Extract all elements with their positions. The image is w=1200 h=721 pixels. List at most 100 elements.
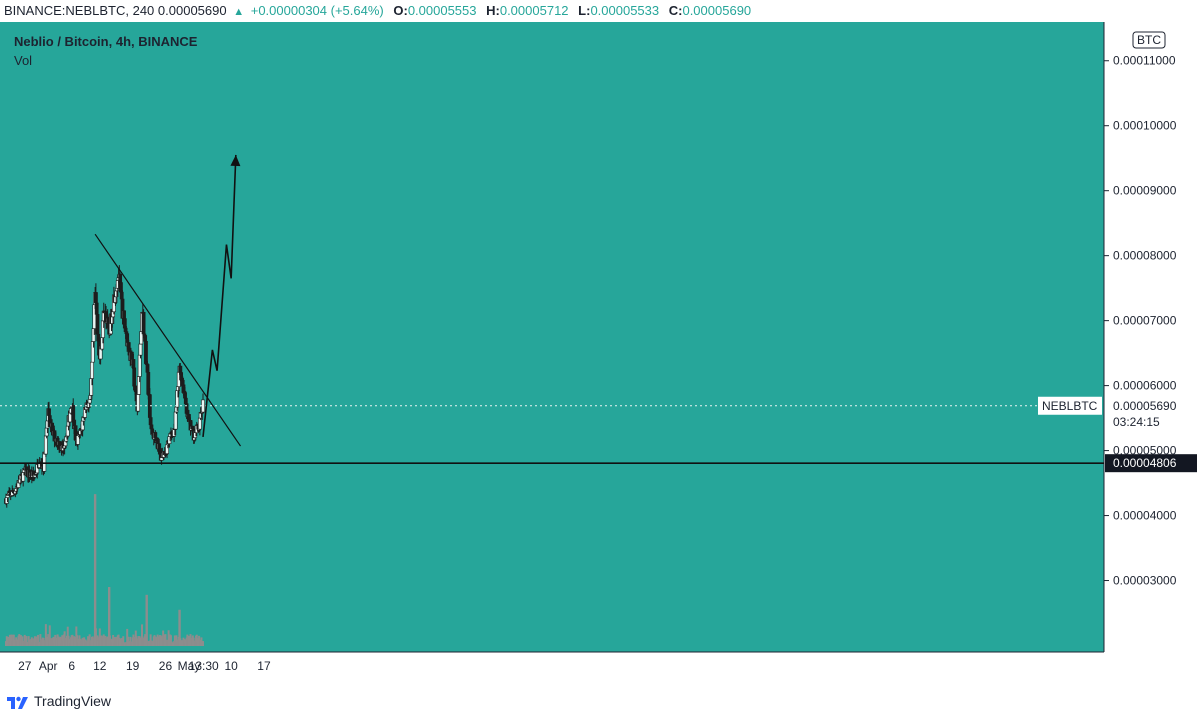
arrow-head-icon (230, 154, 241, 167)
open-label: O: (393, 3, 408, 18)
y-tick-label: 0.00003000 (1113, 574, 1177, 588)
y-tick-label: 0.00004000 (1113, 509, 1177, 523)
volume-bar (98, 628, 101, 646)
volume-bar (61, 635, 64, 646)
volume-bar (135, 636, 138, 646)
low-label: L: (578, 3, 591, 18)
tradingview-brand[interactable]: TradingView (34, 693, 112, 709)
volume-bar (91, 636, 94, 646)
y-tick-label: 0.00011000 (1113, 54, 1176, 68)
footer: TradingView (0, 684, 1200, 721)
low-value: 0.00005533 (590, 3, 660, 18)
plot-area[interactable] (0, 22, 1104, 684)
y-tick-label: 0.00006000 (1113, 379, 1177, 393)
volume-bar (59, 636, 62, 646)
candle-body (173, 411, 178, 430)
volume-bar (167, 630, 170, 646)
volume-bar (112, 636, 115, 646)
x-axis-ticks: 27 Apr 6 12 19 26 May 10 17 (18, 659, 271, 673)
volume-bar (54, 634, 57, 646)
last-price: 0.00005690 (157, 3, 227, 18)
volume-spike (178, 609, 181, 646)
volume-bar (25, 636, 28, 646)
volume-bar (141, 624, 144, 646)
x-tick-label: 19 (126, 659, 140, 673)
cursor-time-label: 13:30 (189, 659, 219, 673)
volume-bar (122, 636, 125, 646)
volume-bar (88, 634, 91, 646)
x-tick-label: May (178, 659, 201, 673)
up-triangle-icon: ▲ (233, 6, 245, 18)
x-tick-label: Apr (39, 659, 58, 673)
y-tick-label: 0.00008000 (1113, 249, 1177, 263)
volume-bar (129, 636, 132, 646)
volume-bar (52, 636, 55, 646)
tradingview-logo-icon[interactable] (6, 693, 30, 711)
volume-bar (175, 635, 178, 646)
volume-bar (162, 630, 165, 646)
volume-bars (5, 494, 205, 646)
volume-bar (87, 636, 90, 646)
chart-title: Neblio / Bitcoin, 4h, BINANCE (14, 34, 198, 49)
x-tick-label: 26 (159, 659, 173, 673)
x-tick-label: 6 (68, 659, 75, 673)
close-label: C: (668, 3, 683, 18)
open-value: 0.00005553 (407, 3, 477, 18)
volume-bar (149, 634, 152, 646)
currency-badge[interactable]: BTC (1132, 31, 1166, 49)
time-axis[interactable] (0, 652, 1104, 684)
volume-spike (107, 587, 111, 646)
volume-bar (132, 634, 135, 646)
volume-bar (198, 635, 201, 646)
candlesticks (4, 265, 205, 508)
volume-legend: Vol (14, 53, 32, 68)
candle-body (90, 361, 94, 379)
price-axis[interactable] (1104, 22, 1200, 684)
volume-bar (173, 635, 176, 646)
y-tick-label: 0.00010000 (1113, 119, 1177, 133)
volume-bar (183, 639, 186, 646)
cursor-time-text: 13:30 (189, 659, 219, 673)
x-tick-label: 10 (224, 659, 238, 673)
volume-bar (10, 634, 13, 646)
volume-bar (48, 625, 51, 646)
volume-bar (202, 641, 205, 646)
support-price-label: 0.00004806 (1105, 454, 1197, 473)
currency-badge-label: BTC (1137, 33, 1161, 47)
x-tick-label: 12 (93, 659, 107, 673)
volume-bar (30, 637, 33, 646)
y-tick-label: 0.00005000 (1113, 444, 1177, 458)
price-chart[interactable]: Neblio / Bitcoin, 4h, BINANCE Vol 0.0001… (0, 22, 1200, 684)
candle-body (138, 343, 143, 356)
candle-body (71, 405, 76, 423)
y-axis-ticks: 0.00011000 0.00010000 0.00009000 0.00008000… (1104, 54, 1177, 588)
candle-body (136, 394, 141, 412)
high-value: 0.00005712 (499, 3, 569, 18)
price-label-countdown: 03:24:15 (1113, 415, 1160, 429)
volume-bar (44, 624, 47, 646)
support-price-value: 0.00004806 (1113, 456, 1177, 470)
volume-bar (19, 635, 22, 646)
last-price-label: NEBLBTC 0.00005690 03:24:15 (1038, 396, 1177, 429)
volume-bar (104, 635, 107, 646)
price-change: +0.00000304 (+5.64%) (250, 3, 384, 18)
high-label: H: (486, 3, 500, 18)
x-tick-label: 27 (18, 659, 32, 673)
volume-bar (23, 634, 26, 646)
chart-header: BINANCE:NEBLBTC, 240 0.00005690 ▲ +0.000… (0, 0, 1200, 22)
price-label-symbol: NEBLBTC (1042, 399, 1098, 413)
close-value: 0.00005690 (682, 3, 752, 18)
volume-bar (34, 636, 37, 646)
y-tick-label: 0.00007000 (1113, 314, 1177, 328)
candle-body (5, 495, 10, 498)
volume-spike (93, 494, 97, 646)
price-label-value: 0.00005690 (1113, 399, 1177, 413)
volume-spike (145, 594, 148, 646)
projection-path[interactable] (202, 154, 237, 438)
volume-bar (195, 634, 198, 646)
symbol-label[interactable]: BINANCE:NEBLBTC, 240 (4, 3, 155, 18)
volume-bar (64, 637, 67, 646)
volume-bar (169, 635, 172, 646)
candle-body (43, 435, 48, 455)
descending-trendline[interactable] (94, 233, 242, 447)
